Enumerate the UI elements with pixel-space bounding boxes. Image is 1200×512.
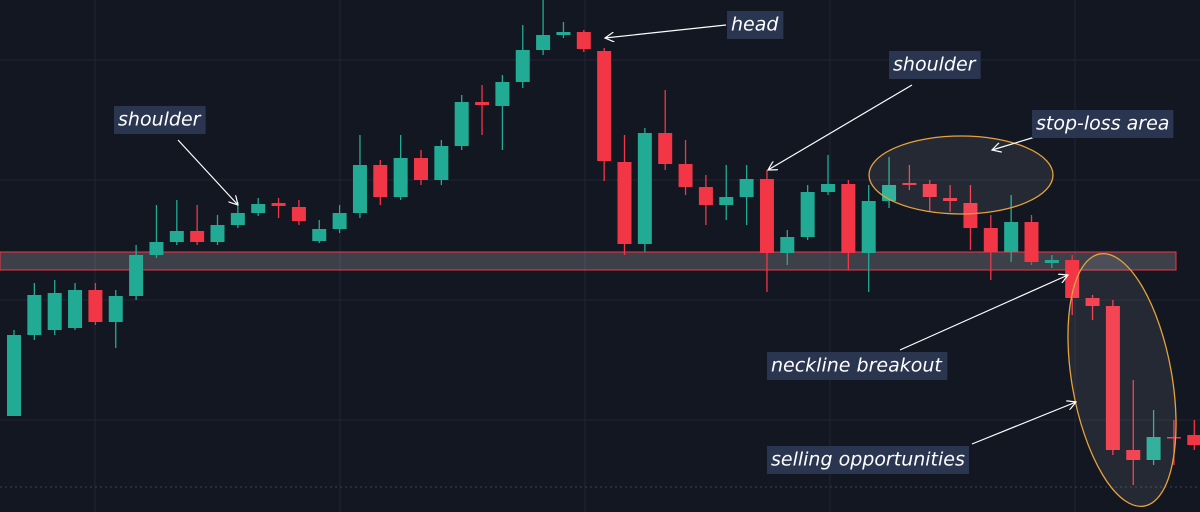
- candle-body: [658, 133, 673, 164]
- candle-body: [312, 229, 327, 241]
- candle-body: [821, 184, 835, 192]
- candle-body: [861, 201, 876, 253]
- candle-body: [780, 237, 795, 253]
- annotation-text: head: [731, 14, 779, 36]
- candle-body: [190, 231, 205, 242]
- candle-body: [597, 51, 612, 161]
- candle-body: [1024, 222, 1039, 262]
- candle-body: [637, 133, 652, 244]
- candle-body: [230, 213, 245, 225]
- stop-loss-ellipse: [868, 135, 1054, 215]
- candle-body: [108, 296, 123, 322]
- candle-body: [536, 35, 551, 50]
- annotation-box: [727, 11, 784, 39]
- candle-body: [68, 290, 83, 328]
- neckline-zone: [0, 251, 1177, 271]
- candle-body: [922, 184, 937, 197]
- candle-body: [739, 179, 754, 197]
- candle-body: [332, 213, 347, 229]
- candle-body: [1187, 435, 1200, 445]
- annotation-text: selling opportunities: [771, 449, 965, 471]
- arrow: [768, 84, 913, 170]
- highlights: [177, 24, 1177, 508]
- candle-body: [515, 50, 530, 82]
- candle-body: [556, 32, 571, 35]
- candle-body: [475, 102, 490, 105]
- annotation-text: stop-loss area: [1036, 113, 1169, 135]
- annotation-box: [767, 352, 948, 380]
- candle-body: [352, 165, 367, 213]
- annotation-text: neckline breakout: [771, 355, 943, 377]
- arrow: [177, 139, 238, 205]
- candle-body: [1044, 260, 1059, 263]
- candle-body: [1085, 298, 1100, 306]
- candle-body: [129, 255, 144, 296]
- arrow: [605, 24, 727, 38]
- candle-body: [617, 162, 632, 244]
- arrow: [992, 136, 1036, 150]
- candle-body: [251, 204, 266, 213]
- candle-body: [149, 242, 164, 255]
- candle-body: [841, 184, 856, 253]
- candle-body: [983, 228, 998, 252]
- candle-body: [1166, 437, 1181, 439]
- candle-body: [271, 203, 286, 206]
- selling-ellipse: [1067, 252, 1177, 508]
- candle-body: [1004, 222, 1019, 252]
- candle-body: [373, 165, 388, 197]
- candle-body: [800, 192, 815, 237]
- candle-body: [434, 146, 449, 180]
- candle-body: [7, 335, 21, 416]
- candle-body: [88, 290, 103, 322]
- annotation-box: [1032, 110, 1174, 138]
- candle-body: [414, 158, 428, 180]
- candle-body: [495, 82, 510, 106]
- candle-body: [169, 231, 184, 242]
- candle-body: [1146, 437, 1161, 460]
- candle-body: [291, 207, 306, 221]
- candle-body: [454, 102, 469, 146]
- candle-body: [963, 203, 978, 228]
- candle-body: [47, 293, 62, 330]
- annotation-text: shoulder: [118, 109, 202, 131]
- candle-body: [943, 198, 958, 201]
- candle-body: [210, 225, 225, 242]
- annotation-text: shoulder: [893, 54, 977, 76]
- candle-body: [1126, 450, 1141, 460]
- candle-body: [576, 32, 591, 49]
- candle-body: [759, 179, 774, 253]
- candle-body: [393, 158, 408, 197]
- candle-body: [678, 164, 693, 187]
- candle-body: [719, 197, 734, 205]
- candle-body: [1065, 260, 1080, 298]
- annotation-box: [114, 106, 206, 134]
- annotation-box: [889, 51, 981, 79]
- candle-body: [1105, 306, 1120, 450]
- candle-body: [902, 183, 917, 185]
- arrow: [971, 402, 1076, 445]
- annotation-box: [767, 446, 969, 474]
- arrow: [899, 275, 1068, 351]
- candle-body: [27, 295, 42, 335]
- candle-body: [698, 187, 713, 205]
